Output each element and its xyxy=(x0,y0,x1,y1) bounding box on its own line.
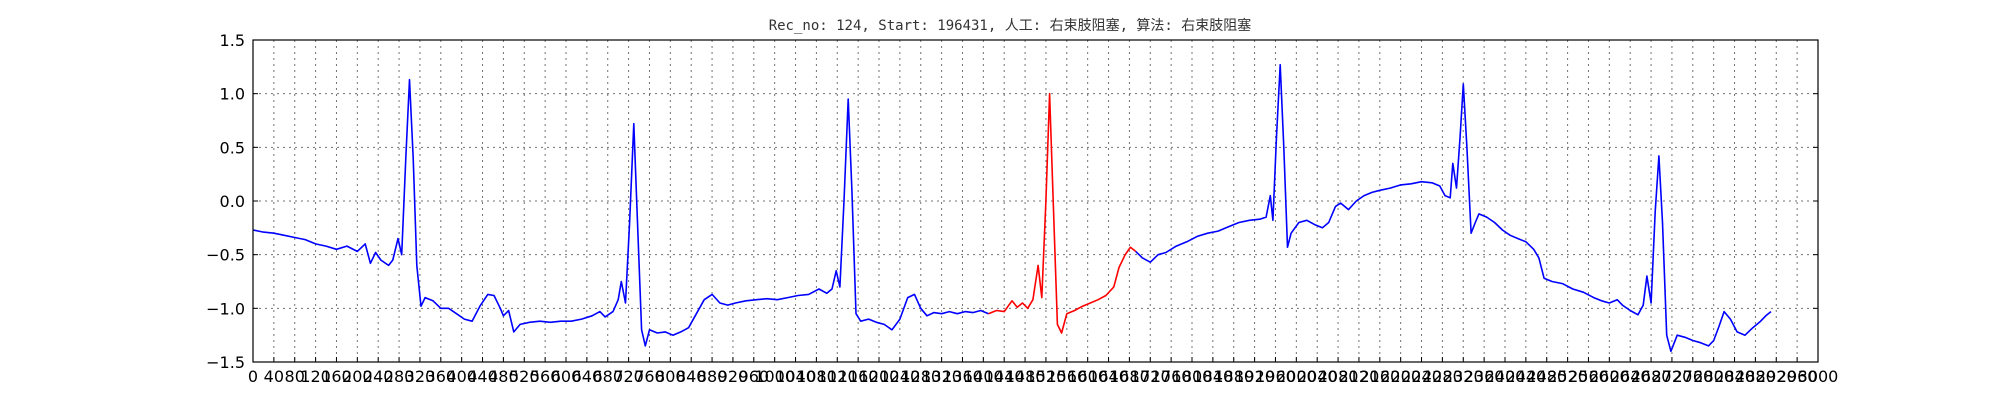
y-tick-label: −0.5 xyxy=(206,246,245,265)
x-tick-label: 2240 xyxy=(1401,367,1442,386)
x-tick-label: 2480 xyxy=(1526,367,1567,386)
x-tick-label: 200 xyxy=(342,367,373,386)
x-tick-label: 2160 xyxy=(1359,367,1400,386)
x-tick-label: 2200 xyxy=(1380,367,1421,386)
x-tick-label: 2600 xyxy=(1589,367,1630,386)
y-tick-label: −1.0 xyxy=(206,299,245,318)
x-tick-label: 1200 xyxy=(859,367,900,386)
x-tick-label: 240 xyxy=(363,367,394,386)
x-tick-label: 1320 xyxy=(921,367,962,386)
x-tick-label: 2120 xyxy=(1339,367,1380,386)
y-tick-label: −1.5 xyxy=(206,353,245,372)
x-tick-label: 2320 xyxy=(1443,367,1484,386)
x-tick-label: 1160 xyxy=(838,367,879,386)
x-tick-label: 680 xyxy=(592,367,623,386)
x-tick-label: 2040 xyxy=(1297,367,1338,386)
x-tick-label: 480 xyxy=(488,367,519,386)
x-tick-label: 1520 xyxy=(1026,367,1067,386)
x-tick-label: 760 xyxy=(634,367,665,386)
x-tick-label: 2560 xyxy=(1568,367,1609,386)
x-tick-label: 440 xyxy=(467,367,498,386)
x-tick-label: 1280 xyxy=(900,367,941,386)
x-tick-label: 1000 xyxy=(754,367,795,386)
x-tick-label: 1600 xyxy=(1067,367,1108,386)
x-tick-label: 1720 xyxy=(1130,367,1171,386)
x-tick-label: 2440 xyxy=(1506,367,1547,386)
x-tick-label: 2280 xyxy=(1422,367,1463,386)
x-tick-label: 3000 xyxy=(1798,367,1839,386)
x-tick-label: 1880 xyxy=(1213,367,1254,386)
x-tick-label: 1240 xyxy=(880,367,921,386)
ecg-series-line-1 xyxy=(252,78,989,347)
ecg-series-line-2 xyxy=(988,92,1137,334)
x-tick-label: 520 xyxy=(509,367,540,386)
x-tick-label: 1400 xyxy=(963,367,1004,386)
x-tick-label: 2520 xyxy=(1547,367,1588,386)
x-tick-label: 2640 xyxy=(1610,367,1651,386)
x-tick-label: 840 xyxy=(676,367,707,386)
x-tick-label: 320 xyxy=(405,367,436,386)
x-tick-label: 360 xyxy=(426,367,457,386)
y-tick-label: 1.5 xyxy=(220,31,245,50)
x-tick-label: 1840 xyxy=(1193,367,1234,386)
x-tick-label: 640 xyxy=(572,367,603,386)
y-tick-label: 1.0 xyxy=(220,85,245,104)
x-tick-label: 720 xyxy=(613,367,644,386)
x-tick-label: 960 xyxy=(739,367,770,386)
x-tick-label: 1440 xyxy=(984,367,1025,386)
x-tick-label: 560 xyxy=(530,367,561,386)
x-tick-label: 0 xyxy=(248,367,258,386)
x-tick-label: 2760 xyxy=(1672,367,1713,386)
x-tick-label: 280 xyxy=(384,367,415,386)
x-tick-label: 1800 xyxy=(1172,367,1213,386)
x-tick-label: 600 xyxy=(551,367,582,386)
x-tick-label: 2360 xyxy=(1464,367,1505,386)
x-tick-label: 2880 xyxy=(1735,367,1776,386)
x-tick-label: 1920 xyxy=(1234,367,1275,386)
y-tick-label: 0.5 xyxy=(220,138,245,157)
x-tick-label: 1120 xyxy=(817,367,858,386)
x-tick-label: 40 xyxy=(264,367,284,386)
x-tick-label: 800 xyxy=(655,367,686,386)
axis-ticks: 0 40 8012016020024028032036040044048052056… xyxy=(206,31,1838,386)
grid-lines xyxy=(253,40,1818,362)
x-tick-label: 80 xyxy=(285,367,305,386)
x-tick-label: 400 xyxy=(446,367,477,386)
x-tick-label: 1480 xyxy=(1005,367,1046,386)
series-layer xyxy=(252,63,1772,353)
y-tick-label: 0.0 xyxy=(220,192,245,211)
x-tick-label: 2400 xyxy=(1485,367,1526,386)
x-tick-label: 2960 xyxy=(1777,367,1818,386)
x-tick-label: 2680 xyxy=(1631,367,1672,386)
x-tick-label: 2720 xyxy=(1652,367,1693,386)
x-tick-label: 1040 xyxy=(775,367,816,386)
x-tick-label: 880 xyxy=(697,367,728,386)
x-tick-label: 2800 xyxy=(1693,367,1734,386)
x-tick-label: 2840 xyxy=(1714,367,1755,386)
x-tick-label: 160 xyxy=(321,367,352,386)
x-tick-label: 2000 xyxy=(1276,367,1317,386)
x-tick-label: 1640 xyxy=(1088,367,1129,386)
x-tick-label: 1680 xyxy=(1109,367,1150,386)
ecg-series-line-3 xyxy=(1135,63,1772,353)
x-tick-label: 1960 xyxy=(1255,367,1296,386)
x-tick-label: 120 xyxy=(300,367,331,386)
x-tick-label: 2080 xyxy=(1318,367,1359,386)
x-tick-label: 1760 xyxy=(1151,367,1192,386)
x-tick-label: 2920 xyxy=(1756,367,1797,386)
x-tick-label: 920 xyxy=(718,367,749,386)
x-tick-label: 1560 xyxy=(1046,367,1087,386)
chart-title: Rec_no: 124, Start: 196431, 人工: 右束肢阻塞, 算… xyxy=(769,17,1252,34)
x-tick-label: 1360 xyxy=(942,367,983,386)
x-tick-label: 1080 xyxy=(796,367,837,386)
